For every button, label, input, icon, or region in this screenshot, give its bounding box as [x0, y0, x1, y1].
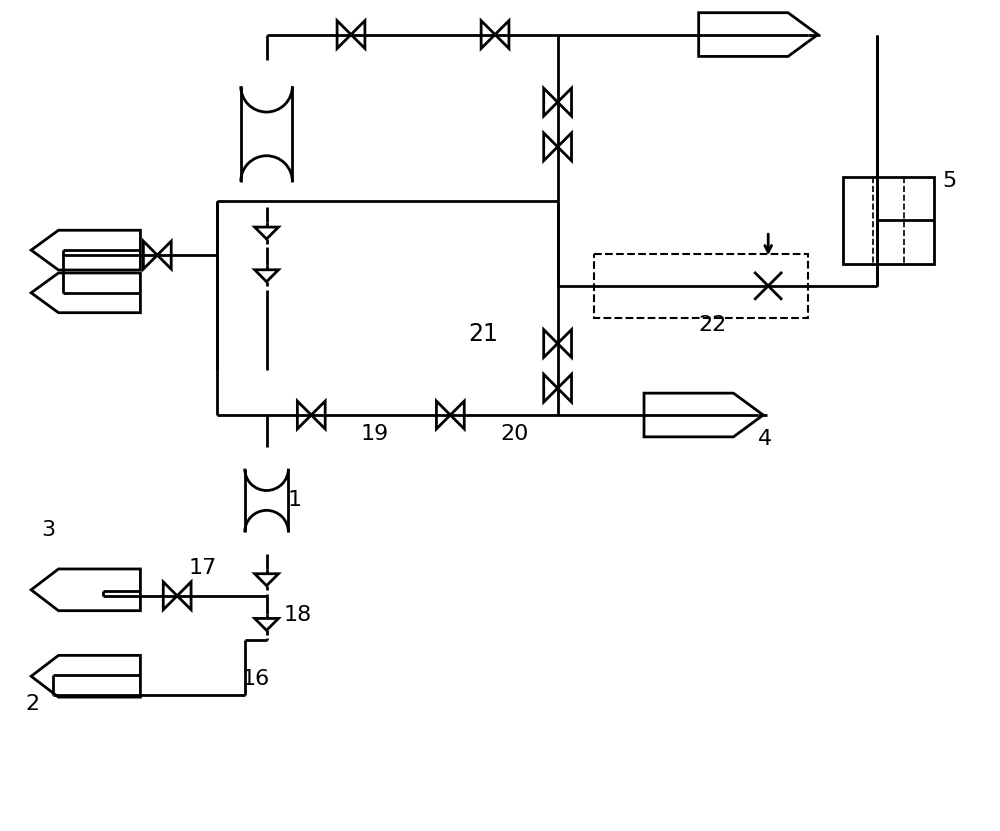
Bar — [843, 177, 934, 264]
Text: 17: 17 — [188, 558, 216, 578]
Text: 1: 1 — [287, 490, 302, 510]
Text: 2: 2 — [25, 694, 39, 714]
Bar — [754, 272, 782, 300]
Text: 4: 4 — [758, 429, 772, 449]
Text: 19: 19 — [361, 424, 389, 444]
Text: 18: 18 — [283, 605, 312, 625]
Text: 20: 20 — [500, 424, 528, 444]
Text: 21: 21 — [468, 322, 498, 346]
Text: 5: 5 — [942, 170, 956, 190]
Bar — [594, 254, 808, 317]
Bar — [609, 275, 639, 297]
Text: 16: 16 — [242, 669, 270, 689]
Text: 3: 3 — [41, 520, 55, 540]
Text: 22: 22 — [699, 315, 727, 335]
